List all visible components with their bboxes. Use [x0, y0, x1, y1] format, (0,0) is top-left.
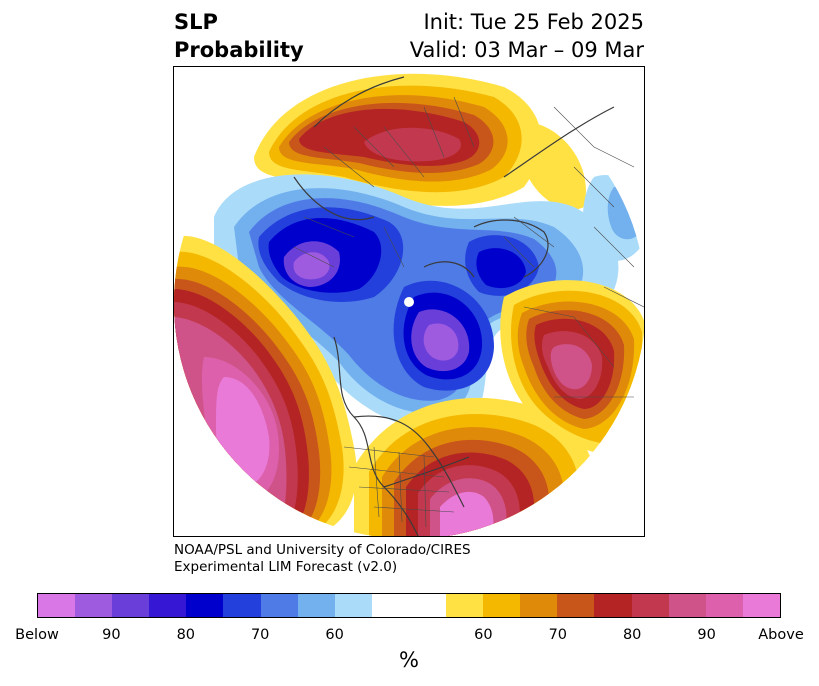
title-line-2: Probability	[174, 38, 304, 62]
credit-line-2: Experimental LIM Forecast (v2.0)	[174, 559, 398, 575]
map-svg	[174, 67, 644, 536]
colorbar-segment-below-3	[149, 594, 187, 617]
credit-line-1: NOAA/PSL and University of Colorado/CIRE…	[174, 542, 471, 558]
colorbar-segment-below-0	[38, 594, 76, 617]
colorbar-tick-label: 60	[474, 627, 493, 643]
colorbar-unit: %	[399, 648, 419, 672]
borders	[293, 96, 644, 528]
colorbar-segment-above-3	[557, 594, 595, 617]
credit-text: NOAA/PSL and University of Colorado/CIRE…	[174, 542, 471, 576]
colorbar-tick-label: Above	[758, 627, 804, 643]
colorbar-segment-above-6	[668, 594, 706, 617]
colorbar-segment-below-5	[223, 594, 261, 617]
colorbar-segment-above-7	[705, 594, 743, 617]
colorbar-tick-label: 70	[250, 627, 270, 643]
colorbar-segment-above-5	[631, 594, 669, 617]
probability-colorbar	[37, 593, 781, 618]
init-date: Init: Tue 25 Feb 2025	[423, 10, 644, 34]
colorbar-segment-below-4	[186, 594, 224, 617]
title-line-1: SLP	[174, 10, 218, 34]
valid-range: Valid: 03 Mar – 09 Mar	[409, 38, 644, 62]
colorbar-segment-below-2	[112, 594, 150, 617]
colorbar-tick-label: 60	[325, 627, 344, 643]
colorbar-segment-above-1	[483, 594, 521, 617]
pole-marker	[404, 297, 414, 307]
colorbar-segment-above-4	[594, 594, 632, 617]
polar-map	[173, 66, 645, 537]
colorbar-segment-above-0	[446, 594, 484, 617]
colorbar-segment-below-6	[260, 594, 298, 617]
colorbar-tick-label: 90	[102, 627, 121, 643]
colorbar-tick-label: 70	[548, 627, 568, 643]
colorbar-segment-below-7	[297, 594, 335, 617]
colorbar-tick-label: Below	[15, 627, 59, 643]
colorbar-segment-above-8	[742, 594, 780, 617]
colorbar-segment-neutral	[371, 594, 447, 617]
colorbar-tick-label: 80	[176, 627, 196, 643]
colorbar-segment-above-2	[520, 594, 558, 617]
colorbar-tick-label: 80	[622, 627, 642, 643]
forecast-dates: Init: Tue 25 Feb 2025 Valid: 03 Mar – 09…	[410, 8, 644, 64]
map-title: SLP Probability	[174, 8, 304, 64]
colorbar-tick-label: 90	[697, 627, 716, 643]
coastlines	[293, 76, 615, 536]
colorbar-segment-below-8	[334, 594, 372, 617]
colorbar-segment-below-1	[75, 594, 113, 617]
